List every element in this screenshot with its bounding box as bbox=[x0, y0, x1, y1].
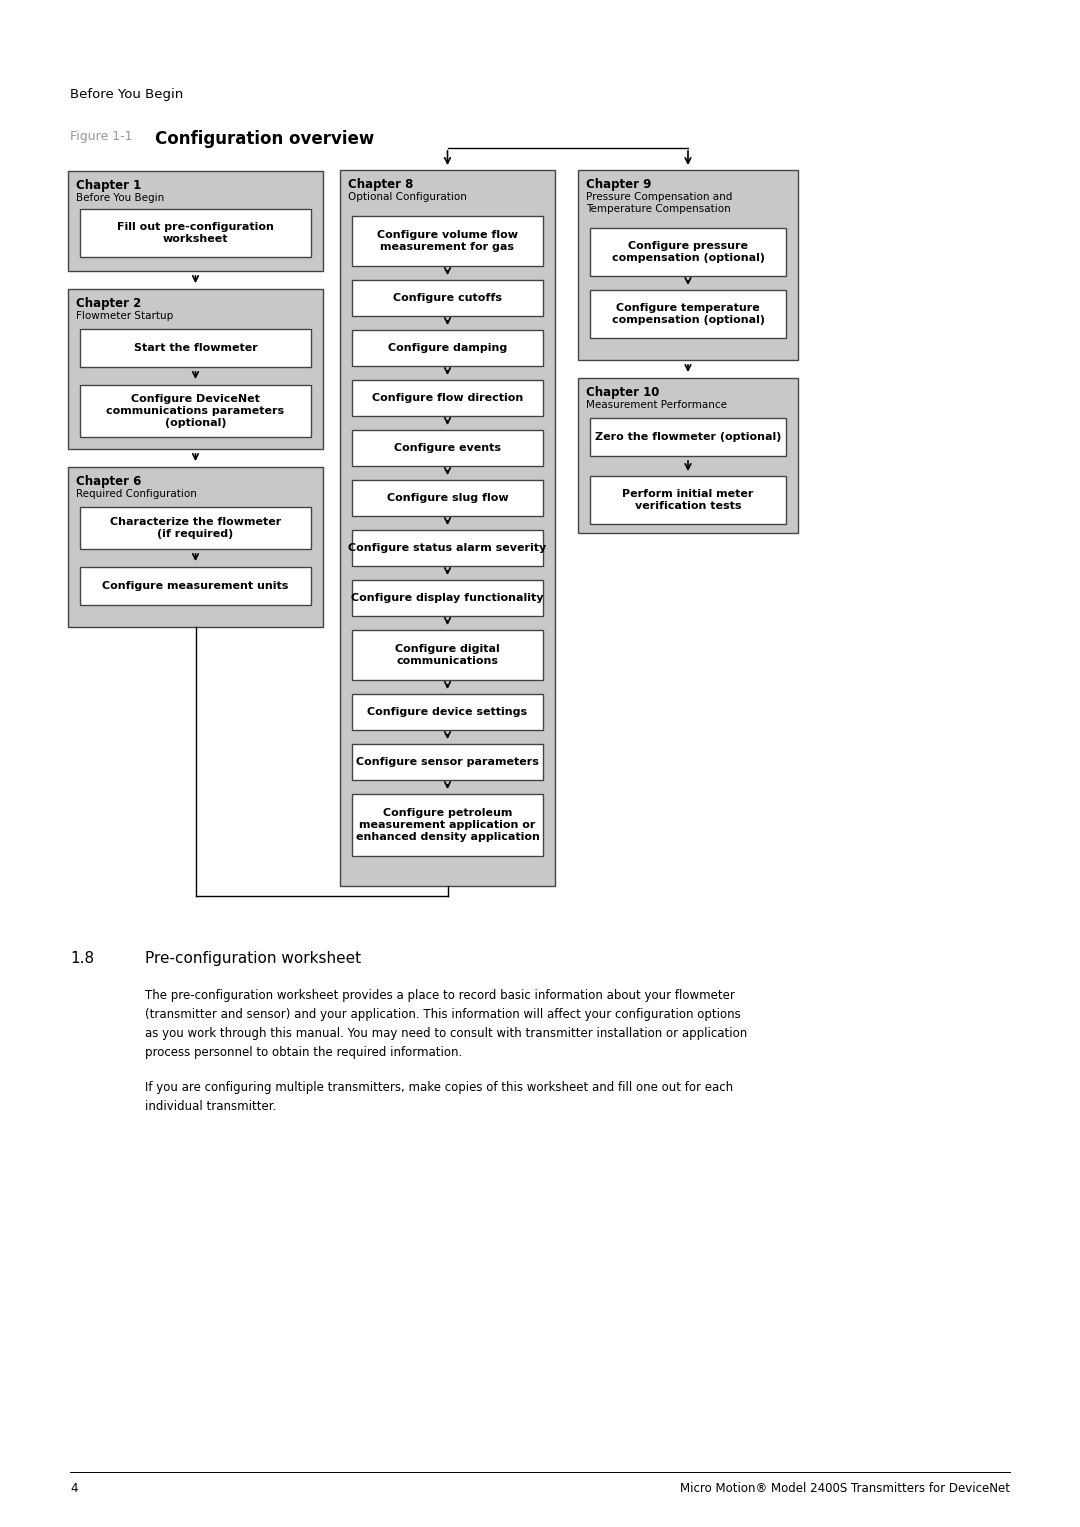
Text: Configure status alarm severity: Configure status alarm severity bbox=[349, 544, 546, 553]
Text: Configure digital
communications: Configure digital communications bbox=[395, 644, 500, 666]
Bar bbox=[352, 279, 543, 316]
Bar bbox=[352, 215, 543, 266]
Bar bbox=[590, 228, 786, 276]
Bar bbox=[80, 385, 311, 437]
Text: Before You Begin: Before You Begin bbox=[70, 89, 184, 101]
Text: Configure events: Configure events bbox=[394, 443, 501, 454]
Text: Configure DeviceNet
communications parameters
(optional): Configure DeviceNet communications param… bbox=[107, 394, 284, 428]
Bar bbox=[68, 467, 323, 628]
Text: Required Configuration: Required Configuration bbox=[76, 489, 197, 499]
Text: Configure petroleum
measurement application or
enhanced density application: Configure petroleum measurement applicat… bbox=[355, 808, 539, 841]
Text: Chapter 9: Chapter 9 bbox=[586, 179, 651, 191]
Bar bbox=[352, 744, 543, 780]
Text: Configuration overview: Configuration overview bbox=[156, 130, 375, 148]
Text: Configure cutoffs: Configure cutoffs bbox=[393, 293, 502, 302]
Bar bbox=[578, 169, 798, 360]
Text: Chapter 8: Chapter 8 bbox=[348, 179, 414, 191]
Text: Pressure Compensation and
Temperature Compensation: Pressure Compensation and Temperature Co… bbox=[586, 192, 732, 214]
Text: Optional Configuration: Optional Configuration bbox=[348, 192, 467, 202]
Text: Configure measurement units: Configure measurement units bbox=[103, 580, 288, 591]
Text: Before You Begin: Before You Begin bbox=[76, 192, 164, 203]
Bar bbox=[590, 290, 786, 337]
Text: Zero the flowmeter (optional): Zero the flowmeter (optional) bbox=[595, 432, 781, 441]
Bar bbox=[352, 479, 543, 516]
Bar bbox=[352, 380, 543, 415]
Text: Configure device settings: Configure device settings bbox=[367, 707, 527, 718]
Bar bbox=[352, 330, 543, 366]
Bar bbox=[340, 169, 555, 886]
Text: 4: 4 bbox=[70, 1483, 78, 1495]
Text: as you work through this manual. You may need to consult with transmitter instal: as you work through this manual. You may… bbox=[145, 1028, 747, 1040]
Text: process personnel to obtain the required information.: process personnel to obtain the required… bbox=[145, 1046, 462, 1060]
Text: Chapter 1: Chapter 1 bbox=[76, 179, 141, 192]
Bar bbox=[80, 328, 311, 366]
Text: Characterize the flowmeter
(if required): Characterize the flowmeter (if required) bbox=[110, 518, 281, 539]
Text: Configure display functionality: Configure display functionality bbox=[351, 592, 543, 603]
Bar bbox=[352, 631, 543, 680]
Bar bbox=[80, 209, 311, 257]
Text: Configure flow direction: Configure flow direction bbox=[372, 392, 523, 403]
Bar bbox=[352, 580, 543, 615]
Bar bbox=[590, 418, 786, 457]
Text: 1.8: 1.8 bbox=[70, 951, 94, 967]
Bar bbox=[80, 507, 311, 550]
Text: Configure temperature
compensation (optional): Configure temperature compensation (opti… bbox=[611, 304, 765, 325]
Text: Flowmeter Startup: Flowmeter Startup bbox=[76, 312, 173, 321]
Bar bbox=[80, 567, 311, 605]
Text: If you are configuring multiple transmitters, make copies of this worksheet and : If you are configuring multiple transmit… bbox=[145, 1081, 733, 1093]
Bar bbox=[352, 794, 543, 857]
Bar bbox=[352, 530, 543, 567]
Text: Chapter 10: Chapter 10 bbox=[586, 386, 660, 399]
Text: Fill out pre-configuration
worksheet: Fill out pre-configuration worksheet bbox=[117, 223, 274, 244]
Bar bbox=[352, 431, 543, 466]
Bar bbox=[578, 379, 798, 533]
Text: Perform initial meter
verification tests: Perform initial meter verification tests bbox=[622, 489, 754, 512]
Text: Micro Motion® Model 2400S Transmitters for DeviceNet: Micro Motion® Model 2400S Transmitters f… bbox=[680, 1483, 1010, 1495]
Text: Configure sensor parameters: Configure sensor parameters bbox=[356, 757, 539, 767]
Bar bbox=[68, 289, 323, 449]
Text: Configure pressure
compensation (optional): Configure pressure compensation (optiona… bbox=[611, 241, 765, 263]
Text: Configure slug flow: Configure slug flow bbox=[387, 493, 509, 502]
Text: Configure volume flow
measurement for gas: Configure volume flow measurement for ga… bbox=[377, 231, 518, 252]
Text: Configure damping: Configure damping bbox=[388, 344, 508, 353]
Text: The pre-configuration worksheet provides a place to record basic information abo: The pre-configuration worksheet provides… bbox=[145, 989, 734, 1002]
Text: Figure 1-1: Figure 1-1 bbox=[70, 130, 133, 144]
Text: individual transmitter.: individual transmitter. bbox=[145, 1099, 276, 1113]
Text: (transmitter and sensor) and your application. This information will affect your: (transmitter and sensor) and your applic… bbox=[145, 1008, 741, 1022]
Text: Chapter 2: Chapter 2 bbox=[76, 296, 141, 310]
Text: Start the flowmeter: Start the flowmeter bbox=[134, 344, 257, 353]
Bar bbox=[352, 693, 543, 730]
Bar bbox=[590, 476, 786, 524]
Text: Pre-configuration worksheet: Pre-configuration worksheet bbox=[145, 951, 361, 967]
Bar bbox=[68, 171, 323, 270]
Text: Measurement Performance: Measurement Performance bbox=[586, 400, 727, 411]
Text: Chapter 6: Chapter 6 bbox=[76, 475, 141, 489]
